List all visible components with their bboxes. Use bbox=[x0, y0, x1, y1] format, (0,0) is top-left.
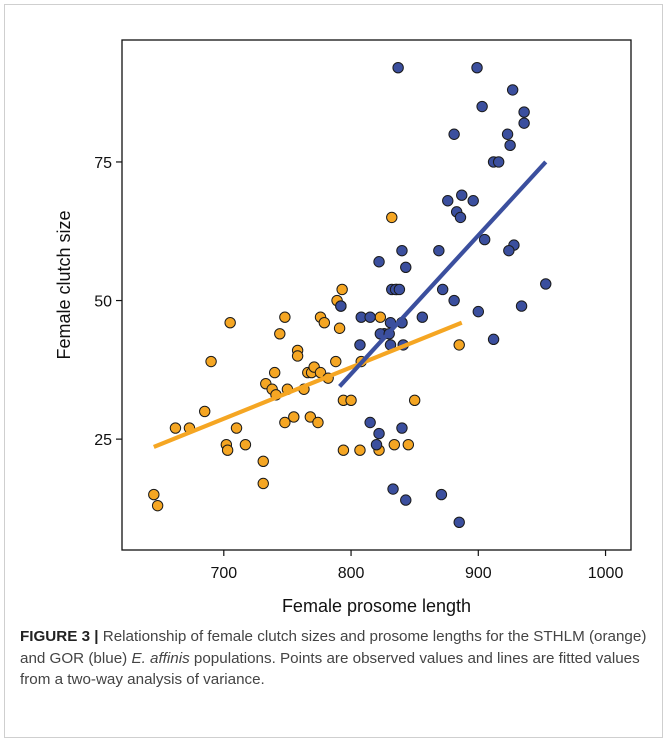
data-point-series-1 bbox=[239, 438, 252, 451]
x-tick-label: 900 bbox=[465, 565, 492, 582]
data-point-series-1 bbox=[345, 394, 357, 407]
data-point-series-1 bbox=[274, 328, 286, 340]
data-point-series-1 bbox=[148, 488, 160, 501]
data-point-series-2 bbox=[396, 422, 408, 434]
data-point-series-2 bbox=[393, 283, 406, 296]
data-point-series-2 bbox=[433, 244, 445, 257]
y-axis-title: Female clutch size bbox=[54, 210, 74, 359]
caption-text-before: Relationship of female clutch sizes and … bbox=[20, 628, 647, 667]
plot-layer: 700 800 900 1000 25 50 75 Female prosome length… bbox=[54, 39, 632, 616]
data-point-series-2 bbox=[400, 261, 412, 273]
data-point-series-1 bbox=[402, 438, 415, 451]
data-point-series-1 bbox=[336, 283, 348, 296]
data-point-series-2 bbox=[364, 416, 376, 429]
data-point-series-1 bbox=[151, 499, 164, 512]
data-point-series-2 bbox=[370, 438, 383, 451]
data-point-series-1 bbox=[257, 455, 269, 468]
caption-text-after: populations. Points are observed values … bbox=[20, 649, 640, 689]
data-point-series-2 bbox=[478, 233, 491, 246]
data-point-series-2 bbox=[476, 100, 488, 113]
data-point-series-2 bbox=[504, 139, 516, 152]
data-point-series-2 bbox=[354, 339, 366, 351]
data-point-series-1 bbox=[374, 311, 387, 323]
y-tick-label: 50 bbox=[94, 294, 112, 311]
data-point-series-2 bbox=[501, 128, 514, 140]
figure-panel bbox=[4, 4, 663, 738]
data-point-series-1 bbox=[312, 416, 324, 429]
data-point-series-1 bbox=[257, 477, 269, 490]
data-point-series-1 bbox=[333, 322, 346, 334]
data-point-series-2 bbox=[400, 494, 412, 506]
data-point-series-1 bbox=[330, 355, 342, 368]
data-point-series-1 bbox=[388, 438, 401, 451]
data-point-series-2 bbox=[492, 156, 505, 168]
data-point-series-2 bbox=[373, 427, 385, 440]
data-point-series-1 bbox=[269, 366, 281, 379]
data-point-series-1 bbox=[291, 350, 304, 362]
data-point-series-1 bbox=[288, 411, 300, 423]
figure-caption: FIGURE 3 | Relationship of female clutch… bbox=[20, 626, 650, 691]
data-point-series-1 bbox=[221, 444, 234, 456]
data-point-series-1 bbox=[304, 411, 317, 423]
data-point-series-2 bbox=[373, 256, 385, 268]
fit-line-series-2 bbox=[338, 160, 548, 388]
data-point-series-2 bbox=[518, 106, 530, 118]
data-point-series-2 bbox=[471, 62, 483, 74]
data-point-series-1 bbox=[337, 444, 350, 456]
caption-label: FIGURE 3 | bbox=[20, 628, 99, 645]
data-point-series-2 bbox=[515, 300, 528, 312]
data-point-series-2 bbox=[518, 117, 530, 129]
data-point-series-2 bbox=[335, 300, 347, 312]
data-point-series-2 bbox=[456, 189, 468, 201]
data-point-series-2 bbox=[442, 195, 454, 207]
data-point-series-1 bbox=[279, 416, 291, 429]
data-point-series-1 bbox=[169, 422, 182, 434]
y-tick-label: 75 bbox=[94, 155, 112, 172]
caption-species: E. affinis bbox=[131, 649, 190, 667]
data-point-series-2 bbox=[416, 311, 429, 323]
data-point-series-2 bbox=[540, 278, 552, 290]
data-point-series-2 bbox=[364, 311, 376, 323]
data-point-series-1 bbox=[453, 339, 465, 351]
data-point-series-2 bbox=[435, 488, 448, 501]
data-point-series-1 bbox=[318, 317, 331, 329]
fit-line-series-1 bbox=[153, 320, 463, 449]
data-point-series-2 bbox=[387, 483, 399, 495]
data-point-series-2 bbox=[448, 294, 460, 307]
data-point-series-1 bbox=[224, 317, 236, 329]
x-tick-label: 1000 bbox=[588, 565, 624, 582]
data-point-series-1 bbox=[205, 355, 217, 368]
x-tick-label: 800 bbox=[338, 565, 365, 582]
plot-frame bbox=[121, 39, 632, 551]
data-point-series-2 bbox=[436, 283, 449, 296]
data-point-series-2 bbox=[506, 84, 519, 96]
data-point-series-1 bbox=[279, 311, 291, 323]
data-point-series-1 bbox=[199, 405, 211, 418]
scatter-chart: 700 800 900 1000 25 50 75 Female prosome length… bbox=[54, 39, 632, 616]
data-point-series-2 bbox=[503, 244, 515, 257]
y-tick-label: 25 bbox=[94, 432, 112, 449]
x-tick-label: 700 bbox=[210, 565, 237, 582]
data-point-series-2 bbox=[453, 516, 465, 528]
data-point-series-1 bbox=[354, 444, 366, 456]
data-point-series-2 bbox=[392, 62, 404, 74]
data-point-series-2 bbox=[454, 211, 467, 224]
data-point-series-2 bbox=[472, 305, 484, 318]
data-point-series-2 bbox=[396, 244, 408, 257]
data-point-series-2 bbox=[467, 195, 479, 207]
data-point-series-1 bbox=[230, 422, 243, 434]
data-point-series-2 bbox=[487, 333, 500, 346]
data-point-series-2 bbox=[448, 128, 460, 140]
data-point-series-1 bbox=[408, 394, 421, 407]
x-axis-title: Female prosome length bbox=[282, 596, 471, 616]
data-point-series-1 bbox=[386, 211, 398, 224]
